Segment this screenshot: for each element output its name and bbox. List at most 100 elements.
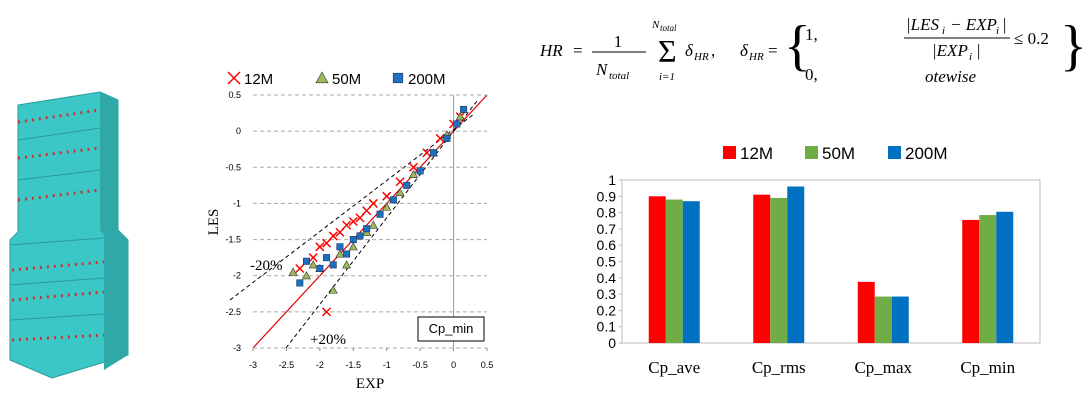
eq-text: ≤ 0.2 [1014, 29, 1049, 48]
eq-text: N [595, 60, 609, 79]
bar [787, 187, 804, 343]
point [454, 121, 460, 127]
bar [979, 215, 996, 343]
point [383, 192, 391, 200]
bar [996, 212, 1013, 343]
legend-label: 50M [822, 144, 855, 163]
point [444, 135, 450, 141]
y-tick-label: 0.3 [597, 286, 617, 302]
eq-text: Σ [658, 33, 677, 69]
eq-text: 1 [614, 32, 623, 51]
x-tick-label: -1 [383, 360, 391, 370]
point [404, 182, 410, 188]
y-tick-label: -1.5 [225, 235, 241, 245]
y-tick-label: 0.5 [597, 254, 617, 270]
point [363, 226, 369, 232]
point [369, 199, 377, 207]
identity-line [253, 95, 487, 348]
eq-text: − EXP [950, 15, 997, 34]
bar [962, 220, 979, 343]
x-tick-label: -1.5 [346, 360, 362, 370]
point [296, 264, 304, 272]
eq-text: |EXP [932, 41, 968, 60]
eq-text: δ [685, 41, 694, 60]
bar [858, 282, 875, 343]
y-tick-label: 0.9 [597, 188, 617, 204]
legend-label: 12M [740, 144, 773, 163]
bar [683, 201, 700, 343]
eq-text: |LES [906, 15, 940, 34]
eq-text: δ [740, 41, 749, 60]
bar [892, 297, 909, 343]
point [343, 261, 351, 268]
y-tick-label: -2.5 [225, 307, 241, 317]
legend-label: 200M [905, 144, 948, 163]
point [369, 221, 377, 228]
y-tick-label: -2 [233, 271, 241, 281]
y-tick-label: -3 [233, 343, 241, 353]
point [303, 258, 309, 264]
eq-text: 0, [805, 65, 818, 84]
eq-text: N [651, 19, 660, 31]
point [350, 236, 356, 242]
point [357, 233, 363, 239]
eq-text: HR [539, 41, 563, 60]
eq-text: i=1 [659, 71, 675, 83]
legend-marker [228, 72, 240, 84]
y-tick-label: -1 [233, 198, 241, 208]
point [343, 251, 349, 257]
y-tick-label: -0.5 [225, 162, 241, 172]
eq-text: i [942, 25, 945, 37]
point [337, 244, 343, 250]
x-tick-label: -2.5 [279, 360, 295, 370]
point [349, 243, 357, 250]
eq-text: i [996, 25, 999, 37]
point [297, 280, 303, 286]
x-tick-label: -3 [249, 360, 257, 370]
bar [753, 195, 770, 343]
figure: -20% +20% Cp_min EXP LES HR = 1 N total … [0, 0, 1092, 394]
x-tick-label: Cp_rms [752, 358, 806, 377]
eq-text: = [768, 41, 778, 60]
legend-swatch [805, 146, 818, 159]
equation: HR = 1 N total N total Σ i=1 δ HR , δ HR… [539, 15, 1087, 86]
point [417, 168, 423, 174]
y-tick-label: 0.4 [597, 270, 617, 286]
eq-text: total [609, 70, 629, 82]
x-axis-label: EXP [356, 376, 384, 392]
legend-swatch [723, 146, 736, 159]
eq-text: | [976, 41, 981, 60]
building-illustration [10, 92, 128, 378]
bar [666, 200, 683, 343]
x-tick-label: Cp_ave [648, 358, 700, 377]
x-tick-label: 0.5 [481, 360, 494, 370]
eq-text: 1, [805, 25, 818, 44]
legend-swatch [888, 146, 901, 159]
point [436, 134, 444, 142]
legend-label: 50M [332, 71, 361, 88]
bar [770, 198, 787, 343]
bar [875, 297, 892, 343]
point [363, 207, 371, 215]
point [460, 106, 466, 112]
point [309, 261, 317, 268]
y-tick-label: 0 [236, 126, 241, 136]
y-tick-label: 0.8 [597, 205, 617, 221]
eq-text: , [711, 41, 715, 60]
point [323, 254, 329, 260]
legend-label: 12M [244, 71, 273, 88]
y-tick-label: 0.1 [597, 319, 617, 335]
point [377, 211, 383, 217]
eq-text: } [1060, 15, 1087, 77]
point [430, 150, 436, 156]
point [396, 178, 404, 186]
x-tick-label: 0 [451, 360, 456, 370]
x-tick-label: Cp_min [960, 358, 1015, 377]
annotation: +20% [310, 332, 346, 348]
y-tick-label: 0 [608, 335, 616, 351]
y-tick-label: 1 [608, 172, 616, 188]
y-axis-label: LES [206, 209, 222, 236]
legend-marker [316, 72, 328, 83]
point [317, 265, 323, 271]
x-tick-label: Cp_max [854, 358, 912, 377]
